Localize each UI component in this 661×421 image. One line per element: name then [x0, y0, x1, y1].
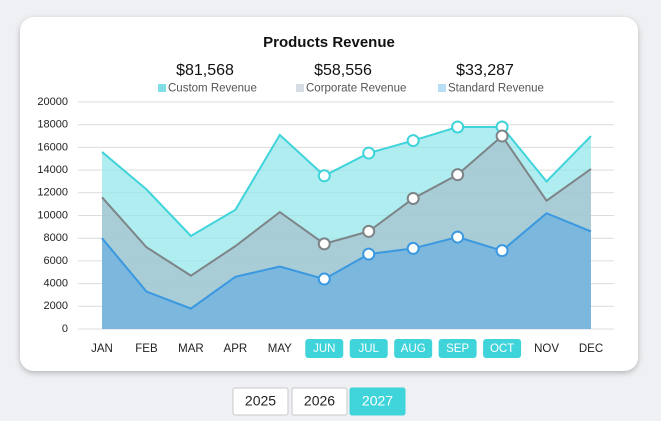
line [101, 125, 592, 238]
y-tick-label: 2000 [44, 300, 68, 312]
series-total: $58,556 [314, 62, 372, 79]
month-highlight [483, 339, 522, 358]
x-tick-label[interactable]: SEP [446, 343, 469, 355]
line [101, 212, 592, 310]
area [102, 213, 591, 329]
point[interactable] [495, 129, 509, 143]
month-highlight [394, 339, 433, 358]
point[interactable] [317, 237, 331, 251]
point[interactable] [317, 169, 331, 183]
point[interactable] [495, 244, 509, 258]
y-tick-label: 16000 [37, 141, 68, 153]
year-button[interactable] [349, 387, 406, 416]
y-tick-label: 4000 [44, 278, 68, 290]
y-tick-label: 10000 [37, 209, 68, 221]
month-highlight [305, 339, 344, 358]
x-tick-label[interactable]: OCT [490, 343, 514, 355]
legend-label: Standard Revenue [448, 83, 544, 95]
x-tick-label[interactable]: AUG [401, 343, 426, 355]
point[interactable] [406, 191, 420, 205]
x-tick-label: JAN [91, 343, 113, 355]
x-tick-label: FEB [135, 343, 158, 355]
legend-label: Corporate Revenue [306, 83, 406, 95]
point[interactable] [362, 247, 376, 261]
year-label[interactable]: 2027 [362, 393, 393, 409]
point[interactable] [451, 120, 465, 134]
year-button[interactable] [232, 387, 289, 416]
x-tick-label: NOV [534, 343, 559, 355]
y-tick-label: 8000 [44, 232, 68, 244]
point[interactable] [406, 134, 420, 148]
point[interactable] [451, 230, 465, 244]
x-tick-label: APR [224, 343, 248, 355]
year-label[interactable]: 2026 [304, 393, 335, 409]
legend-swatch [438, 84, 446, 92]
series-total: $81,568 [176, 62, 234, 79]
point[interactable] [317, 272, 331, 286]
year-label[interactable]: 2025 [245, 393, 276, 409]
legend-swatch [158, 84, 166, 92]
x-tick-label: DEC [579, 343, 603, 355]
y-tick-label: 18000 [37, 119, 68, 131]
y-tick-label: 20000 [37, 96, 68, 108]
point[interactable] [362, 224, 376, 238]
y-tick-label: 12000 [37, 187, 68, 199]
point[interactable] [362, 146, 376, 160]
month-highlight [349, 339, 388, 358]
y-tick-label: 14000 [37, 164, 68, 176]
chart-title: Products Revenue [263, 34, 395, 51]
y-tick-label: 0 [62, 323, 68, 335]
legend-label: Custom Revenue [168, 83, 257, 95]
x-tick-label: MAY [268, 343, 292, 355]
point[interactable] [406, 241, 420, 255]
x-tick-label: MAR [178, 343, 204, 355]
month-highlight [438, 339, 477, 358]
x-tick-label[interactable]: JUL [359, 343, 380, 355]
y-tick-label: 6000 [44, 255, 68, 267]
legend-swatch [296, 84, 304, 92]
line [101, 134, 592, 277]
series-total: $33,287 [456, 62, 514, 79]
year-button[interactable] [291, 387, 348, 416]
point[interactable] [451, 168, 465, 182]
x-tick-label[interactable]: JUN [313, 343, 335, 355]
